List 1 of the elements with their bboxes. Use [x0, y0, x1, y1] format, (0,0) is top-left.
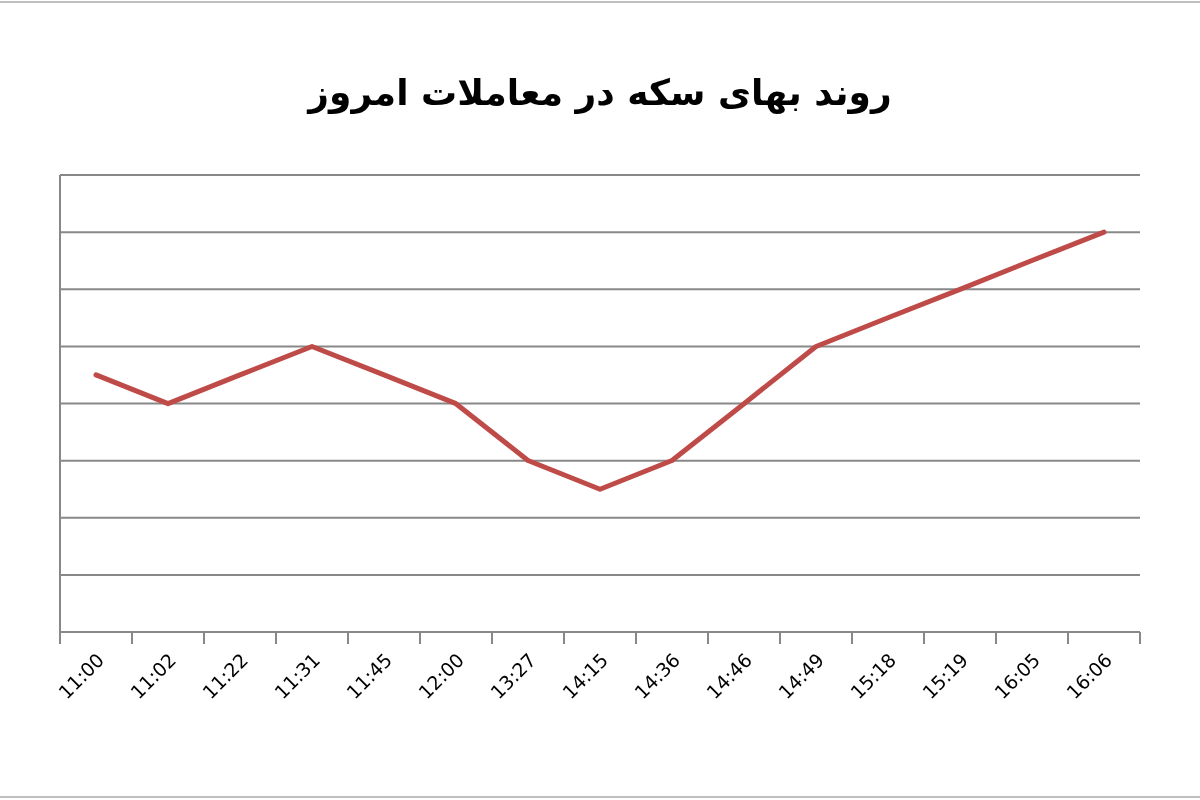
chart-title: روند بهای سکه در معاملات امروز: [306, 72, 892, 114]
